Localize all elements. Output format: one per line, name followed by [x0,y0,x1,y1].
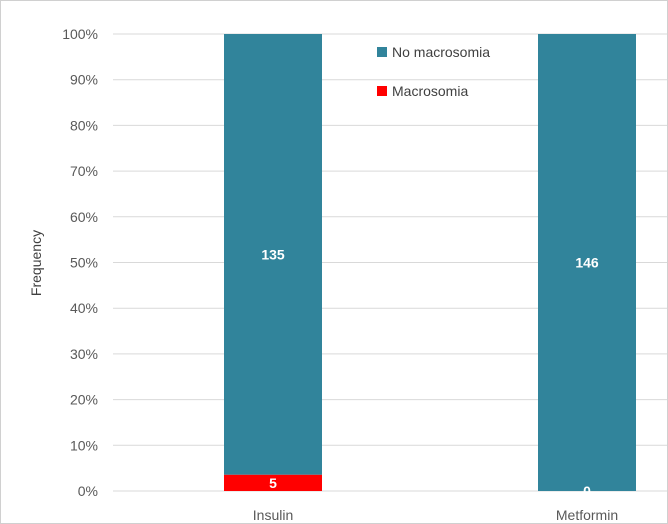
legend-entry: No macrosomia [392,44,490,60]
x-axis-categories: Insulin Metformin [253,507,618,523]
data-label: 0 [583,483,591,499]
y-tick-label: 100% [62,26,98,42]
bar-segment-no-macrosomia [538,34,636,491]
y-tick-label: 0% [78,483,98,499]
bars [224,34,636,491]
bar-segment-macrosomia [224,474,322,491]
legend-entry: Macrosomia [392,83,468,99]
y-tick-label: 50% [70,255,98,271]
y-tick-label: 10% [70,437,98,453]
y-tick-label: 60% [70,209,98,225]
data-label: 146 [575,255,599,271]
y-tick-label: 20% [70,392,98,408]
x-category-label: Metformin [556,507,618,523]
y-axis-label: Frequency [28,230,44,296]
x-category-label: Insulin [253,507,293,523]
bar-segment-no-macrosomia [224,34,322,475]
legend: No macrosomia Macrosomia [377,44,490,99]
y-axis-ticks: 0% 10% 20% 30% 40% 50% 60% 70% 80% 90% 100% [62,26,98,499]
data-label: 135 [261,246,285,262]
data-label: 5 [269,475,277,491]
y-tick-label: 70% [70,163,98,179]
legend-swatch [377,47,387,57]
y-tick-label: 80% [70,117,98,133]
legend-swatch [377,86,387,96]
y-tick-label: 30% [70,346,98,362]
data-labels: 5 135 0 146 [261,246,599,499]
y-tick-label: 40% [70,300,98,316]
y-tick-label: 90% [70,72,98,88]
